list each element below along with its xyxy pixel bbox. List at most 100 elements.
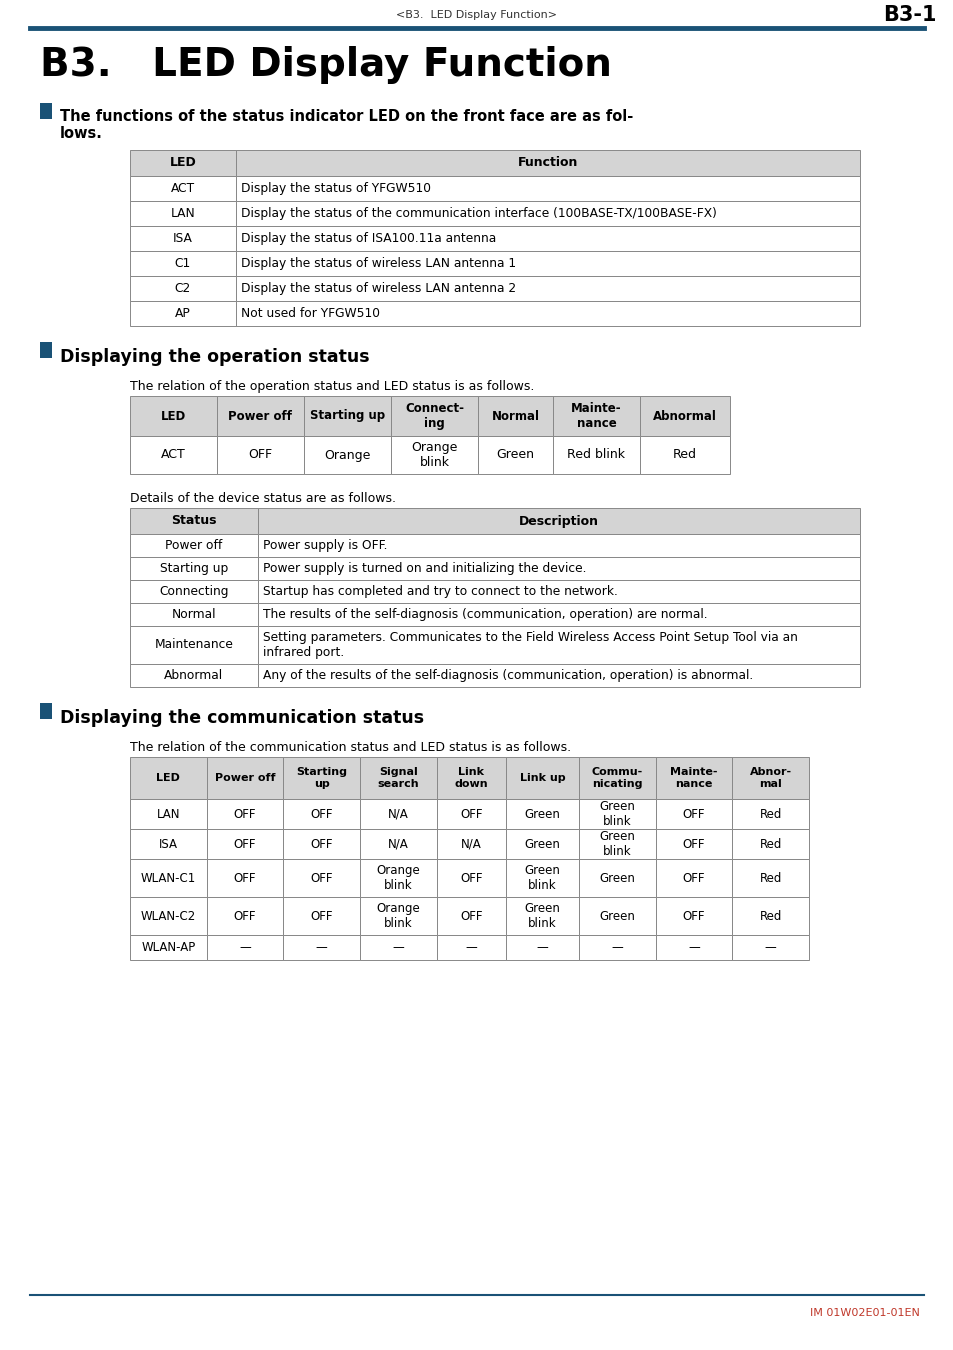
Text: ISA: ISA (172, 232, 193, 244)
Text: OFF: OFF (248, 448, 273, 462)
Text: Red: Red (759, 807, 781, 821)
Bar (505, 936, 578, 960)
Text: —: — (239, 941, 251, 954)
Bar (359, 859, 436, 896)
Bar (130, 396, 216, 436)
Bar (436, 936, 505, 960)
Bar (130, 251, 235, 275)
Text: Display the status of wireless LAN antenna 2: Display the status of wireless LAN anten… (240, 282, 516, 296)
Text: Normal: Normal (491, 409, 539, 423)
Bar (207, 936, 283, 960)
Bar (359, 936, 436, 960)
Bar (436, 859, 505, 896)
Text: Mainte-
nance: Mainte- nance (669, 767, 717, 788)
Bar (283, 936, 359, 960)
Text: Red: Red (759, 872, 781, 884)
Text: Display the status of wireless LAN antenna 1: Display the status of wireless LAN anten… (240, 256, 516, 270)
Text: Normal: Normal (172, 608, 216, 621)
Text: OFF: OFF (459, 807, 482, 821)
Text: Connect-
ing: Connect- ing (405, 402, 463, 431)
Bar (257, 558, 859, 580)
Text: OFF: OFF (233, 807, 256, 821)
Bar (130, 508, 257, 535)
Text: Green: Green (598, 872, 635, 884)
Bar (130, 580, 257, 603)
Bar (257, 535, 859, 558)
Bar (130, 626, 257, 664)
Bar (477, 396, 553, 436)
Text: OFF: OFF (310, 910, 333, 922)
Bar (235, 275, 859, 301)
Text: OFF: OFF (682, 872, 704, 884)
Bar (216, 396, 304, 436)
Bar (436, 799, 505, 829)
Text: LAN: LAN (171, 207, 195, 220)
Text: —: — (536, 941, 548, 954)
Bar (578, 799, 655, 829)
Bar (505, 799, 578, 829)
Text: N/A: N/A (388, 837, 408, 850)
Bar (235, 251, 859, 275)
Text: Signal
search: Signal search (377, 767, 418, 788)
Bar (304, 396, 391, 436)
Text: The relation of the operation status and LED status is as follows.: The relation of the operation status and… (130, 379, 534, 393)
Bar (477, 436, 553, 474)
Bar (283, 896, 359, 936)
Text: Green
blink: Green blink (524, 864, 559, 892)
Text: LED: LED (170, 157, 196, 170)
Text: Link up: Link up (519, 774, 565, 783)
Bar (130, 558, 257, 580)
Text: C1: C1 (174, 256, 191, 270)
Text: WLAN-C2: WLAN-C2 (140, 910, 195, 922)
Text: IM 01W02E01-01EN: IM 01W02E01-01EN (809, 1308, 919, 1318)
Text: B3.   LED Display Function: B3. LED Display Function (40, 46, 611, 84)
Bar (304, 436, 391, 474)
Text: Commu-
nicating: Commu- nicating (591, 767, 642, 788)
Text: Abnormal: Abnormal (653, 409, 717, 423)
Text: LED: LED (161, 409, 186, 423)
Bar (436, 829, 505, 859)
Text: —: — (315, 941, 327, 954)
Bar (130, 757, 207, 799)
Bar (235, 150, 859, 176)
Bar (283, 799, 359, 829)
Bar (359, 829, 436, 859)
Text: Starting
up: Starting up (295, 767, 347, 788)
Bar (505, 896, 578, 936)
Bar (130, 150, 235, 176)
Bar (553, 436, 639, 474)
Bar (732, 936, 808, 960)
Text: Any of the results of the self-diagnosis (communication, operation) is abnormal.: Any of the results of the self-diagnosis… (262, 670, 752, 682)
Text: Orange: Orange (324, 448, 371, 462)
Bar (505, 859, 578, 896)
Text: C2: C2 (174, 282, 191, 296)
Bar (207, 896, 283, 936)
Bar (655, 859, 732, 896)
Bar (283, 757, 359, 799)
Text: Red: Red (672, 448, 697, 462)
Text: ACT: ACT (171, 182, 194, 194)
Bar (391, 436, 477, 474)
Text: ACT: ACT (161, 448, 186, 462)
Text: Details of the device status are as follows.: Details of the device status are as foll… (130, 491, 395, 505)
Text: The results of the self-diagnosis (communication, operation) are normal.: The results of the self-diagnosis (commu… (262, 608, 706, 621)
Text: The functions of the status indicator LED on the front face are as fol-: The functions of the status indicator LE… (60, 109, 633, 124)
Text: Power off: Power off (214, 774, 274, 783)
Bar (40, 103, 52, 119)
Text: N/A: N/A (460, 837, 481, 850)
Text: Mainte-
nance: Mainte- nance (571, 402, 621, 431)
Bar (207, 859, 283, 896)
Text: Orange
blink: Orange blink (376, 902, 419, 930)
Text: Green
blink: Green blink (598, 801, 635, 828)
Bar (257, 508, 859, 535)
Bar (505, 829, 578, 859)
Bar (655, 757, 732, 799)
Text: Abnormal: Abnormal (164, 670, 223, 682)
Text: OFF: OFF (310, 807, 333, 821)
Bar (130, 535, 257, 558)
Text: WLAN-C1: WLAN-C1 (140, 872, 195, 884)
Bar (235, 201, 859, 225)
Bar (578, 757, 655, 799)
Bar (130, 176, 235, 201)
Bar (130, 829, 207, 859)
